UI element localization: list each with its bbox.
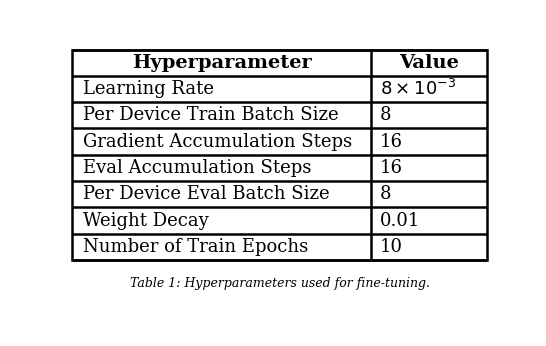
Text: Value: Value — [399, 54, 459, 72]
Text: 16: 16 — [379, 133, 402, 151]
Text: 0.01: 0.01 — [379, 211, 420, 229]
Text: Per Device Eval Batch Size: Per Device Eval Batch Size — [83, 185, 330, 203]
Text: 8: 8 — [379, 185, 391, 203]
Text: Learning Rate: Learning Rate — [83, 80, 214, 98]
Text: Weight Decay: Weight Decay — [83, 211, 209, 229]
Text: Hyperparameter: Hyperparameter — [132, 54, 312, 72]
Text: 10: 10 — [379, 238, 402, 256]
Text: Eval Accumulation Steps: Eval Accumulation Steps — [83, 159, 311, 177]
Text: 16: 16 — [379, 159, 402, 177]
Text: Number of Train Epochs: Number of Train Epochs — [83, 238, 308, 256]
Text: 8: 8 — [379, 106, 391, 124]
Text: Gradient Accumulation Steps: Gradient Accumulation Steps — [83, 133, 352, 151]
Text: Table 1: Hyperparameters used for fine-tuning.: Table 1: Hyperparameters used for fine-t… — [130, 277, 430, 290]
Text: $8 \times 10^{-3}$: $8 \times 10^{-3}$ — [379, 79, 456, 99]
Bar — [73, 49, 487, 260]
Text: Per Device Train Batch Size: Per Device Train Batch Size — [83, 106, 339, 124]
